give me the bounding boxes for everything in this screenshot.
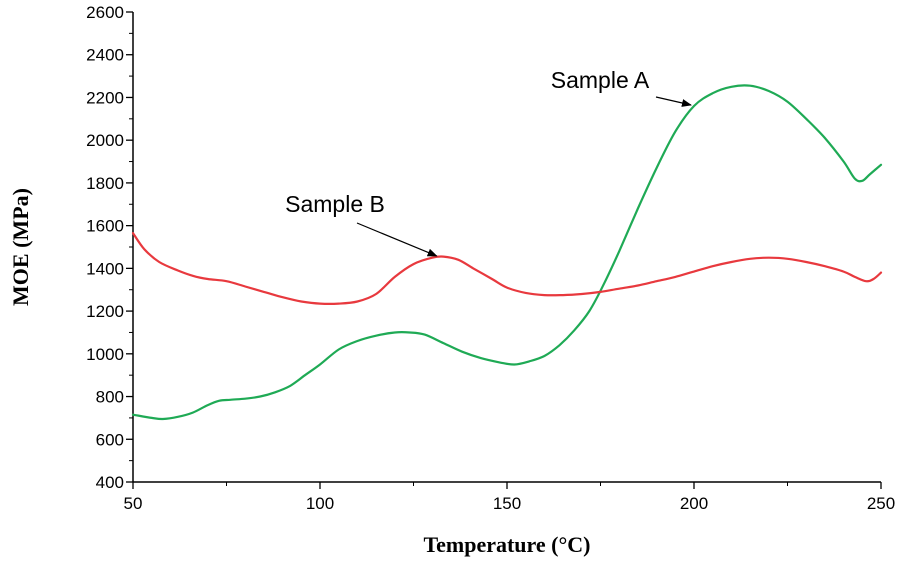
- y-tick-label: 800: [96, 388, 124, 407]
- y-tick-label: 1000: [86, 345, 124, 364]
- x-tick-label: 200: [680, 494, 708, 513]
- y-tick-label: 1200: [86, 302, 124, 321]
- x-axis-ticks: 50 100 150 200 250: [124, 482, 895, 513]
- x-tick-label: 250: [867, 494, 895, 513]
- plot-frame: [132, 12, 881, 483]
- y-tick-label: 2000: [86, 131, 124, 150]
- y-tick-label: 400: [96, 473, 124, 492]
- y-axis-title: MOE (MPa): [8, 188, 33, 306]
- annotation-arrow-sample-a: [655, 96, 692, 107]
- y-tick-label: 1600: [86, 217, 124, 236]
- y-tick-label: 1400: [86, 259, 124, 278]
- x-tick-label: 50: [124, 494, 143, 513]
- y-tick-label: 2200: [86, 88, 124, 107]
- series-layer: [131, 84, 883, 421]
- annotation-layer: Sample A Sample B: [285, 67, 692, 257]
- annotation-label-sample-a: Sample A: [551, 67, 650, 93]
- y-tick-label: 1800: [86, 174, 124, 193]
- y-tick-label: 2600: [86, 3, 124, 22]
- x-tick-label: 100: [306, 494, 334, 513]
- series-line-sample-a: [131, 84, 883, 421]
- annotation-arrow-sample-b: [356, 222, 438, 257]
- y-axis-ticks: 400 600 800 1000 1200 1400 1600 1800 2000 2200 240…: [86, 3, 133, 492]
- y-tick-label: 600: [96, 430, 124, 449]
- annotation-label-sample-b: Sample B: [285, 191, 385, 217]
- x-axis-title: Temperature (°C): [423, 532, 590, 557]
- x-tick-label: 150: [493, 494, 521, 513]
- series-line-sample-b: [131, 232, 883, 305]
- y-tick-label: 2400: [86, 46, 124, 65]
